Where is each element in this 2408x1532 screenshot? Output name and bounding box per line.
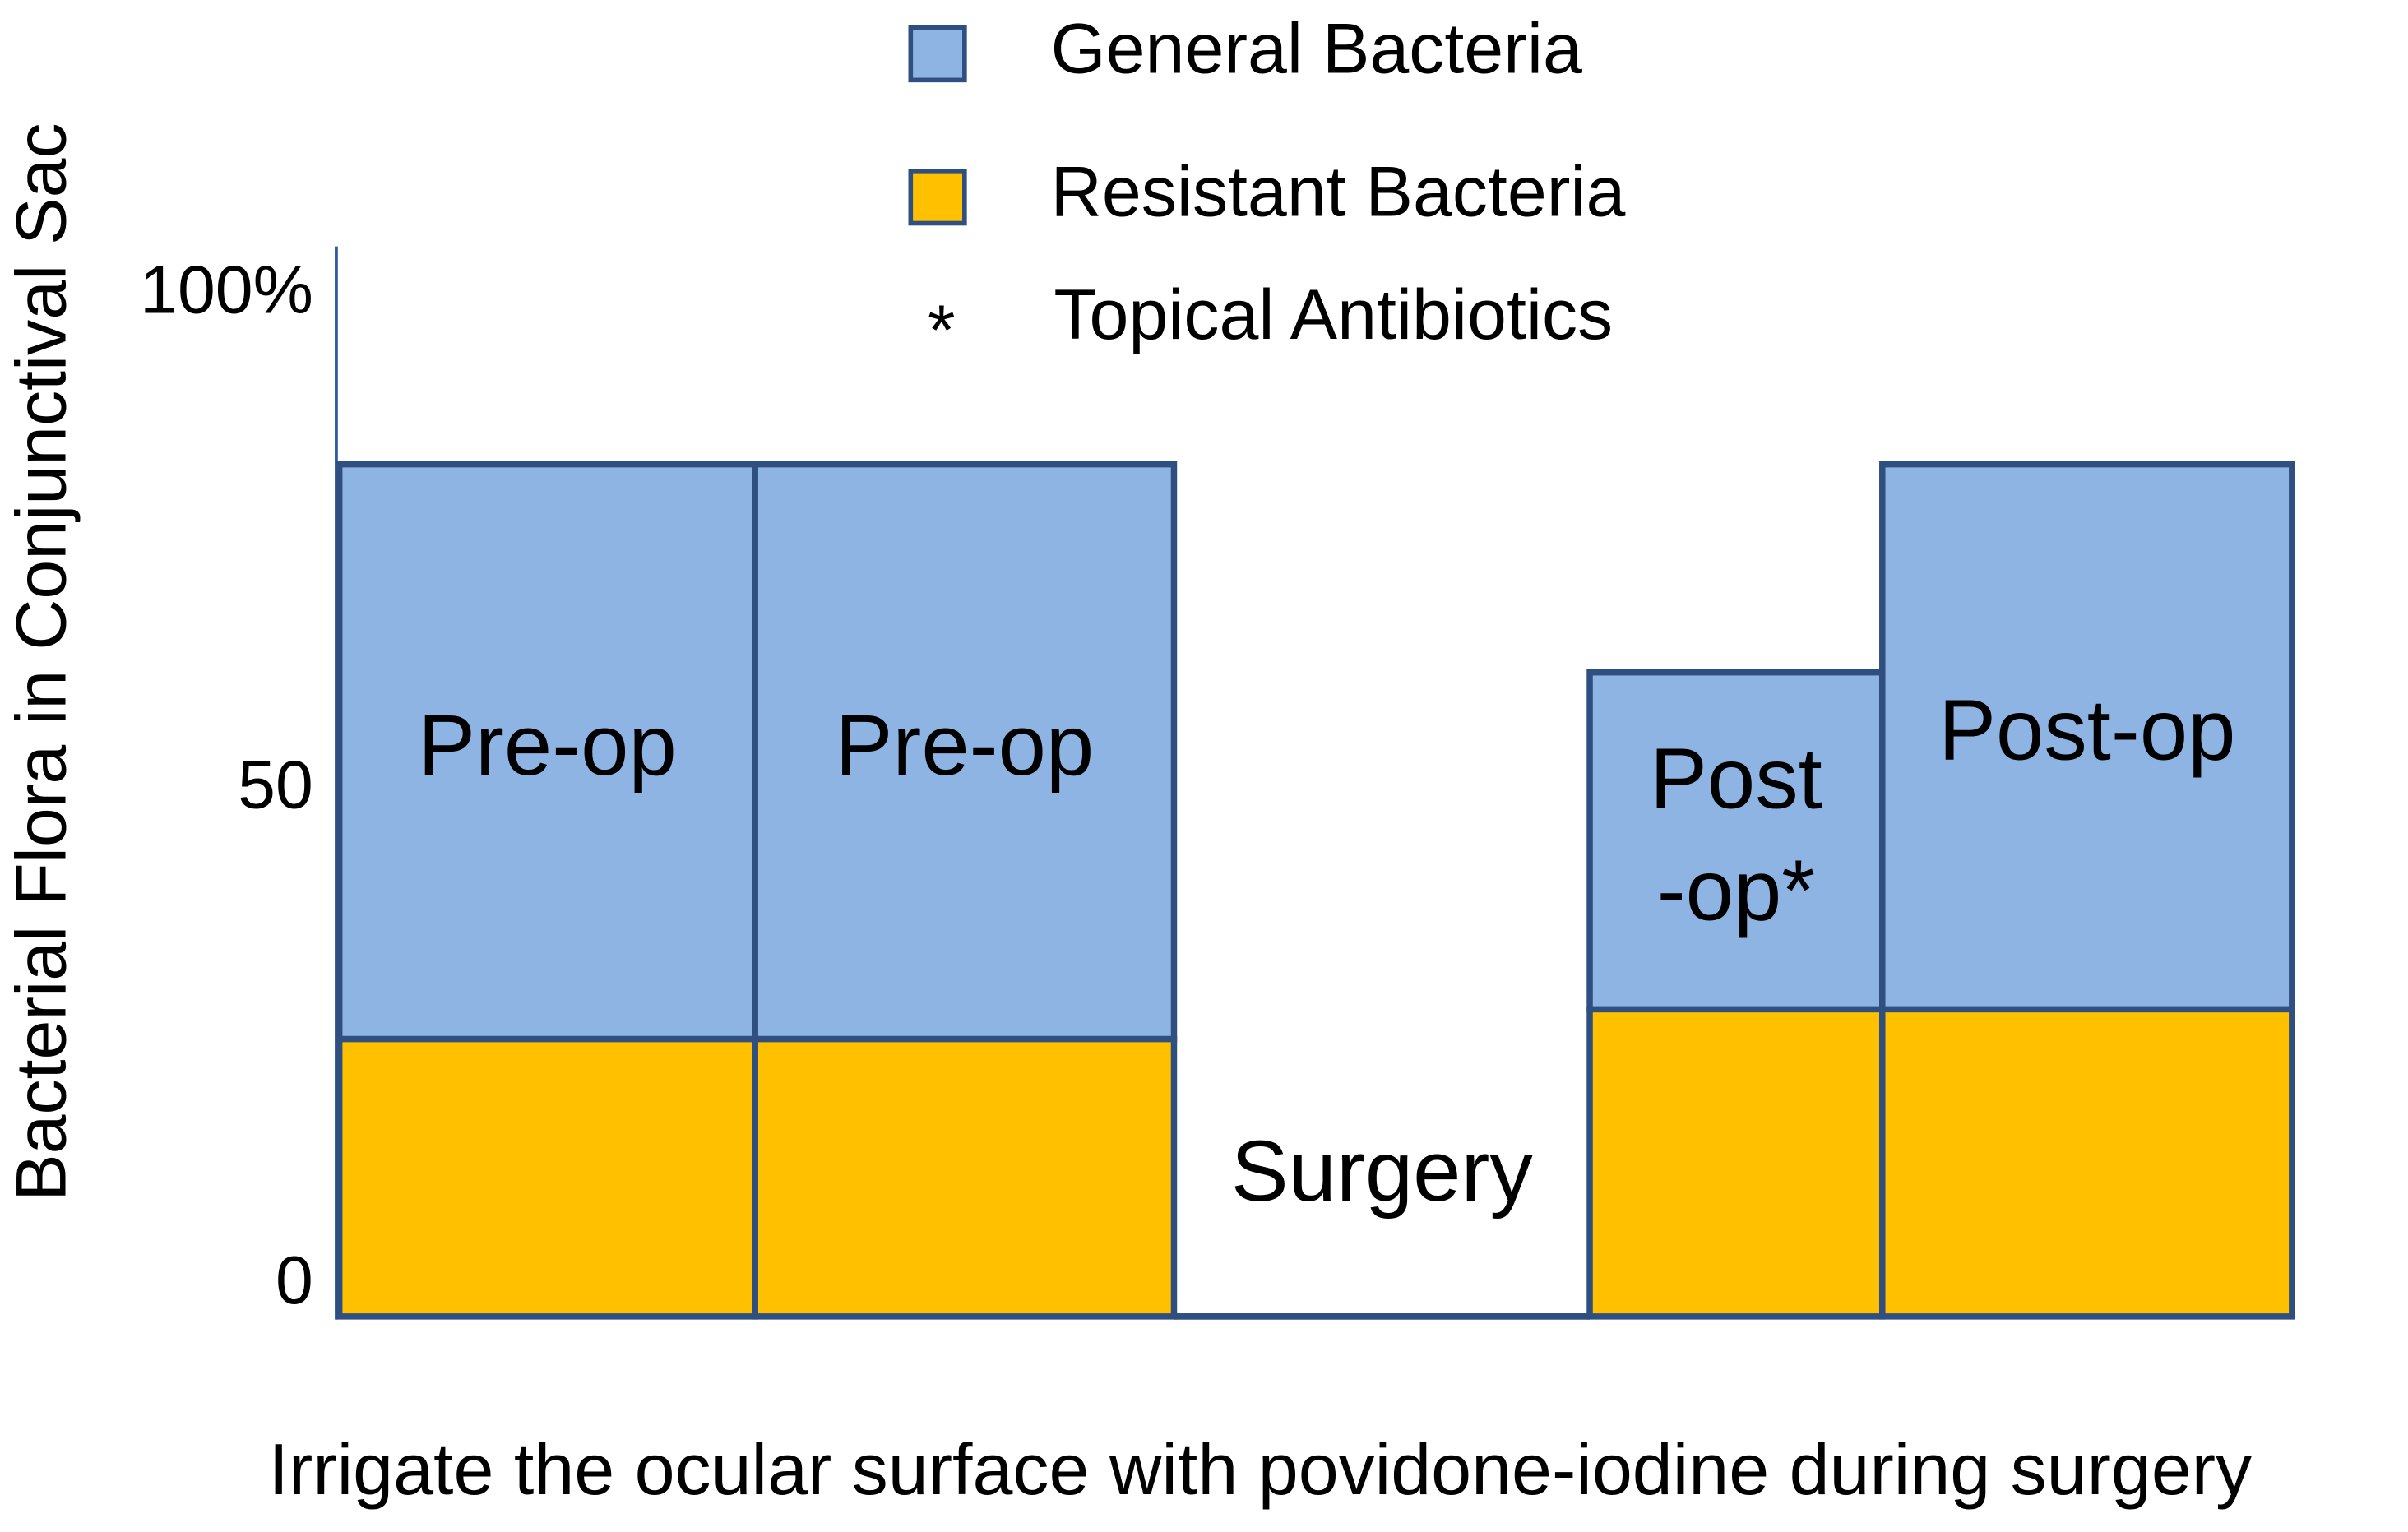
category-label: Post-op [1938, 683, 2235, 779]
legend-label: Resistant Bacteria [1051, 152, 1626, 231]
category-label: Pre-op [418, 697, 677, 794]
bar [1586, 669, 1886, 1013]
legend-swatch [908, 169, 967, 226]
bar [336, 1035, 758, 1320]
category-label: Surgery [1231, 1123, 1534, 1220]
bar [1879, 1006, 2295, 1320]
x-axis-label: Irrigate the ocular surface with povidon… [269, 1428, 2253, 1510]
y-tick-label: 50 [238, 747, 313, 823]
bar [336, 461, 758, 1043]
category-label: Post -op* [1650, 730, 1822, 938]
bar [752, 461, 1178, 1043]
bar [1586, 1006, 1886, 1320]
legend-label: General Bacteria [1051, 9, 1582, 88]
legend-swatch [908, 25, 967, 83]
legend-label: Topical Antibiotics [1054, 275, 1613, 354]
legend-symbol: * [928, 291, 956, 370]
y-axis-label: Bacterial Flora in Conjunctival Sac [2, 123, 81, 1201]
y-tick-label: 100% [140, 252, 313, 327]
bar [752, 1035, 1178, 1320]
bar [1879, 461, 2295, 1013]
category-label: Pre-op [836, 697, 1095, 794]
y-tick-label: 0 [276, 1243, 313, 1318]
